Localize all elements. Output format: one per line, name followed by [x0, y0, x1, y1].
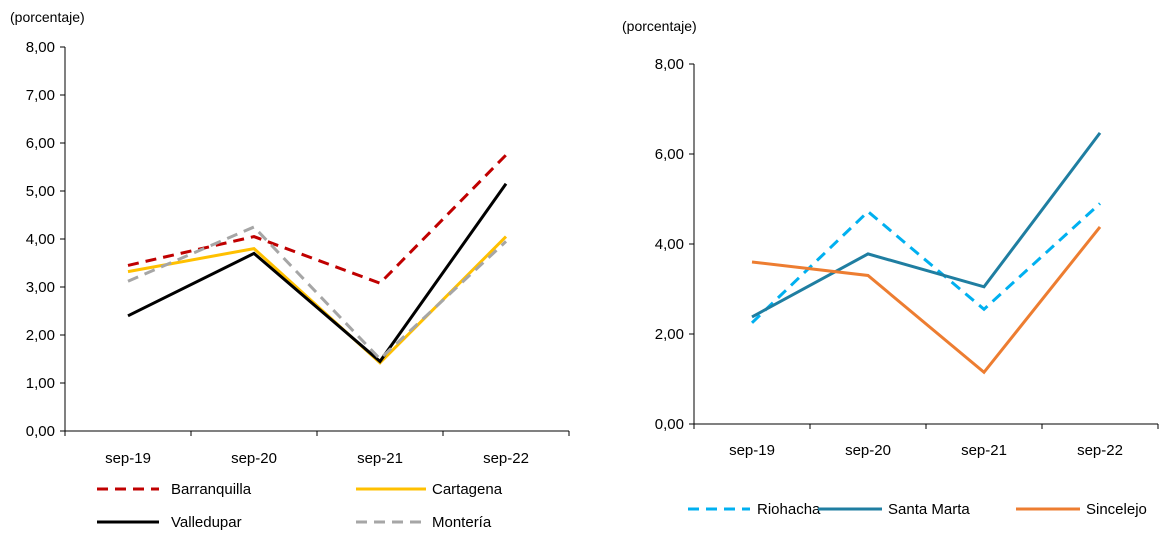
left-y-tick-label: 3,00 [26, 279, 55, 296]
right-y-unit-label: (porcentaje) [622, 18, 697, 34]
left-y-tick-label: 5,00 [26, 183, 55, 200]
series-line-barranquilla [127, 153, 508, 285]
right-y-tick-label: 4,00 [655, 236, 684, 253]
chart-right: (porcentaje) 0,00 2,00 4,00 6,00 8,00 sep-19… [622, 18, 1159, 518]
chart-left: (porcentaje) 0,00 1,00 2,00 3,00 4,00 5,00 6,0… [10, 9, 570, 531]
left-y-tick-label: 0,00 [26, 423, 55, 440]
legend-label-valledupar: Valledupar [171, 514, 242, 531]
series-line-santa-marta [751, 131, 1102, 319]
right-y-tick-label: 2,00 [655, 326, 684, 343]
left-y-ticks: 0,00 1,00 2,00 3,00 4,00 5,00 6,00 7,00 8,00 [26, 39, 65, 440]
legend-label-sincelejo: Sincelejo [1086, 501, 1147, 518]
right-y-ticks: 0,00 2,00 4,00 6,00 8,00 [655, 56, 694, 433]
legend-label-barranquilla: Barranquilla [171, 481, 252, 498]
left-series-lines [127, 153, 508, 365]
left-x-ticks: sep-19 sep-20 sep-21 sep-22 [64, 431, 570, 467]
right-x-tick-label: sep-21 [961, 442, 1007, 459]
left-y-tick-label: 1,00 [26, 375, 55, 392]
right-x-tick-label: sep-22 [1077, 442, 1123, 459]
left-y-tick-label: 6,00 [26, 135, 55, 152]
left-legend: Barranquilla Cartagena Valledupar Montería [97, 481, 503, 531]
right-y-tick-label: 8,00 [655, 56, 684, 73]
legend-label-monteria: Montería [432, 514, 492, 531]
legend-label-riohacha: Riohacha [757, 501, 821, 518]
right-x-tick-label: sep-20 [845, 442, 891, 459]
legend-label-cartagena: Cartagena [432, 481, 503, 498]
right-y-tick-label: 6,00 [655, 146, 684, 163]
right-x-tick-label: sep-19 [729, 442, 775, 459]
left-x-tick-label: sep-21 [357, 450, 403, 467]
left-y-tick-label: 2,00 [26, 327, 55, 344]
series-line-riohacha [750, 202, 1102, 324]
left-x-tick-label: sep-19 [105, 450, 151, 467]
right-series-lines [750, 131, 1102, 375]
left-y-tick-label: 8,00 [26, 39, 55, 56]
series-line-valledupar [127, 182, 508, 364]
left-y-unit-label: (porcentaje) [10, 9, 85, 25]
right-y-tick-label: 0,00 [655, 416, 684, 433]
right-legend: Riohacha Santa Marta Sincelejo [688, 501, 1147, 518]
right-x-ticks: sep-19 sep-20 sep-21 sep-22 [693, 424, 1159, 459]
left-y-tick-label: 4,00 [26, 231, 55, 248]
left-x-tick-label: sep-22 [483, 450, 529, 467]
series-line-monteria [127, 225, 508, 362]
left-y-tick-label: 7,00 [26, 87, 55, 104]
legend-label-santa-marta: Santa Marta [888, 501, 970, 518]
left-x-tick-label: sep-20 [231, 450, 277, 467]
series-line-sincelejo [751, 225, 1102, 375]
